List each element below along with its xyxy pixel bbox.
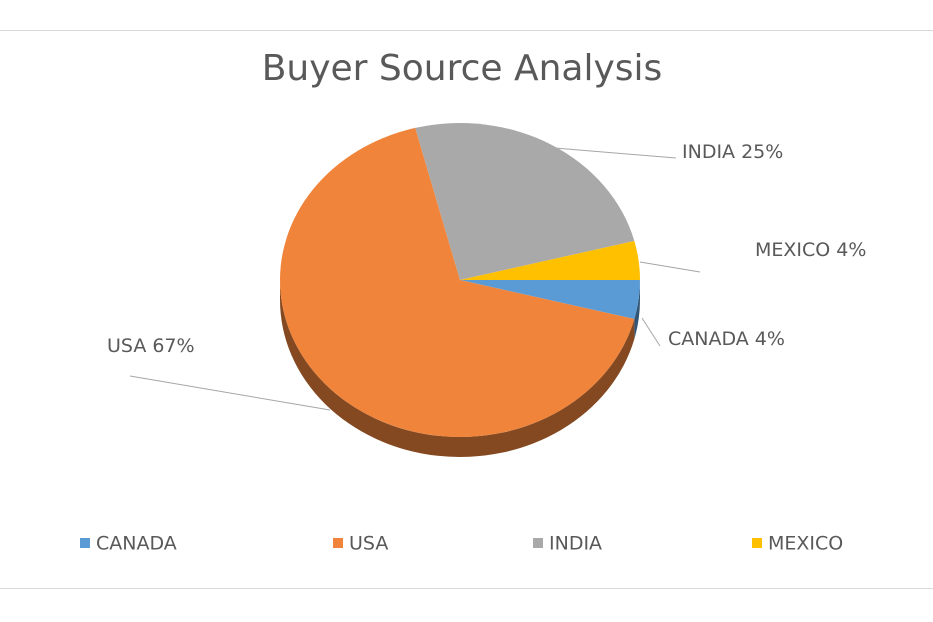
data-label: MEXICO 4% bbox=[755, 239, 866, 261]
slice-side bbox=[634, 280, 640, 340]
leader-line bbox=[641, 317, 661, 347]
data-label: CANADA 4% bbox=[668, 328, 785, 350]
data-label: INDIA 25% bbox=[682, 141, 783, 163]
data-label-value: 25% bbox=[741, 141, 783, 163]
legend-label: CANADA bbox=[96, 533, 177, 555]
data-label-value: 67% bbox=[152, 335, 194, 357]
legend-label: INDIA bbox=[549, 533, 602, 555]
slice bbox=[415, 123, 635, 280]
legend-swatch bbox=[533, 538, 543, 548]
legend-label: MEXICO bbox=[768, 533, 843, 555]
slice bbox=[280, 127, 635, 438]
legend-label: USA bbox=[349, 533, 388, 555]
slice bbox=[460, 240, 640, 280]
data-label-category: USA bbox=[107, 335, 146, 357]
data-label-category: INDIA bbox=[682, 141, 735, 163]
leader-line bbox=[129, 375, 331, 411]
legend-swatch bbox=[333, 538, 343, 548]
leader-line bbox=[639, 261, 701, 273]
data-label-value: 4% bbox=[836, 239, 866, 261]
data-label-value: 4% bbox=[755, 328, 785, 350]
data-label: USA 67% bbox=[107, 335, 195, 357]
chart-title: Buyer Source Analysis bbox=[262, 48, 663, 89]
leader-line bbox=[554, 147, 677, 159]
legend-swatch bbox=[752, 538, 762, 548]
data-label-category: MEXICO bbox=[755, 239, 830, 261]
slice bbox=[460, 280, 640, 320]
data-label-category: CANADA bbox=[668, 328, 749, 350]
legend-swatch bbox=[80, 538, 90, 548]
